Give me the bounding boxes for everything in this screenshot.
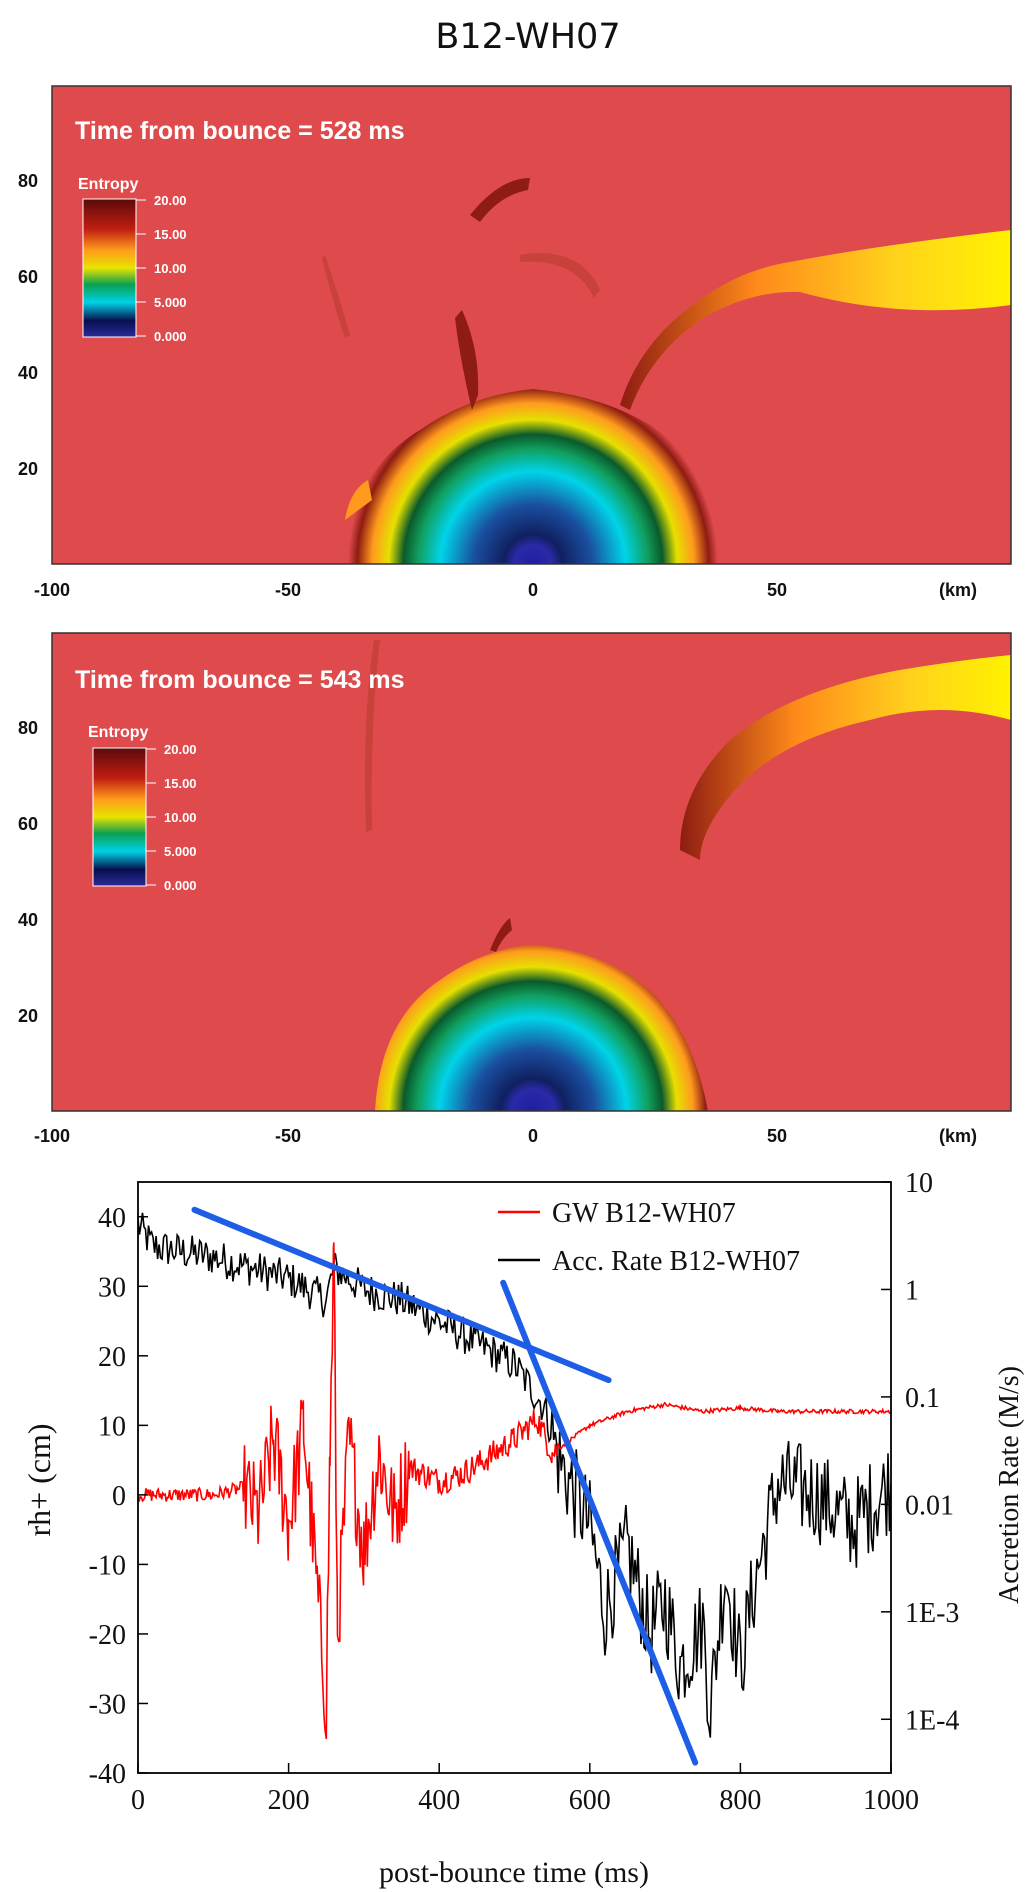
- chart-legend: GW B12-WH07 Acc. Rate B12-WH07: [498, 1198, 800, 1277]
- x-tick-label: -50: [275, 580, 301, 600]
- colorbar-tick: 20.00: [154, 193, 187, 208]
- x-tick-label: -100: [34, 580, 70, 600]
- colorbar-scale: [82, 198, 137, 338]
- fit-line: [191, 1206, 612, 1384]
- panel-frame: [51, 632, 1012, 1112]
- colorbar-tick: 0.000: [154, 329, 187, 344]
- colorbar-tick: 5.000: [154, 295, 187, 310]
- core-region: [375, 945, 708, 1111]
- colorbar-tick: 10.00: [154, 261, 187, 276]
- filament: [365, 640, 380, 832]
- figure-title: B12-WH07: [435, 17, 620, 57]
- x-tick-label: -100: [34, 1126, 70, 1146]
- core-edge-lobe: [345, 480, 372, 520]
- colorbar-title: Entropy: [78, 176, 139, 193]
- colorbar-tick: 15.00: [164, 776, 197, 791]
- series-line-gw: [138, 1242, 891, 1740]
- x-unit-label: (km): [939, 1126, 977, 1146]
- entropy-panel-528: Time from bounce = 528 ms Entropy 20.00 …: [18, 85, 1012, 600]
- y-tick-label-left: -30: [89, 1689, 126, 1720]
- colorbar-tick: 10.00: [164, 810, 197, 825]
- y-tick-label: 20: [18, 1006, 38, 1026]
- y-tick-label: 40: [18, 910, 38, 930]
- y-tick-label-right: 1E-3: [905, 1598, 959, 1629]
- y-tick-label: 80: [18, 718, 38, 738]
- colorbar-tick: 5.000: [164, 844, 197, 859]
- y-tick-label-right: 0.1: [905, 1383, 940, 1414]
- x-tick-label: -50: [275, 1126, 301, 1146]
- y-tick-label-left: 40: [98, 1203, 126, 1234]
- y-tick-label: 80: [18, 171, 38, 191]
- y-tick-label-left: 20: [98, 1342, 126, 1373]
- y-tick-label: 60: [18, 267, 38, 287]
- filament-arc: [520, 253, 600, 298]
- x-tick-label: 50: [767, 1126, 787, 1146]
- entropy-panel-543: Time from bounce = 543 ms Entropy 20.00 …: [18, 632, 1012, 1146]
- time-label: Time from bounce = 528 ms: [75, 117, 405, 145]
- x-tick-label: 1000: [863, 1785, 919, 1816]
- colorbar: Entropy 20.00 15.00 10.00 5.000 0.000: [78, 176, 187, 344]
- y-tick-label-right: 10: [905, 1168, 933, 1199]
- core-region: [345, 389, 722, 564]
- series-line-accretion-rate: [138, 1212, 891, 1738]
- panel-frame: [51, 85, 1012, 565]
- y-tick-label: 60: [18, 814, 38, 834]
- filament-arc: [470, 178, 530, 222]
- x-tick-label: 50: [767, 580, 787, 600]
- colorbar-tick: 20.00: [164, 742, 197, 757]
- colorbar-scale: [92, 747, 147, 887]
- y-tick-label-left: -40: [89, 1759, 126, 1790]
- legend-label-acc: Acc. Rate B12-WH07: [552, 1246, 800, 1277]
- y-tick-label-right: 1: [905, 1275, 919, 1306]
- colorbar-title: Entropy: [88, 724, 149, 741]
- colorbar-tick: 0.000: [164, 878, 197, 893]
- colorbar-tick: 15.00: [154, 227, 187, 242]
- chart-frame: [137, 1181, 892, 1774]
- fit-line: [500, 1279, 699, 1766]
- x-tick-label: 800: [719, 1785, 761, 1816]
- entropy-plume: [620, 230, 1011, 410]
- x-axis-title: post-bounce time (ms): [379, 1856, 649, 1889]
- y-tick-label-right: 0.01: [905, 1490, 954, 1521]
- x-tick-label: 600: [569, 1785, 611, 1816]
- filament: [455, 310, 479, 410]
- y-tick-label-left: 10: [98, 1411, 126, 1442]
- x-unit-label: (km): [939, 580, 977, 600]
- colorbar: Entropy 20.00 15.00 10.00 5.000 0.000: [88, 724, 197, 893]
- x-tick-label: 400: [418, 1785, 460, 1816]
- chart-plot-area: [138, 1182, 891, 1773]
- gw-accretion-chart: 0 200 400 600 800 1000403020100-10-20-30-4010…: [21, 1168, 1025, 1889]
- x-tick-label: 0: [131, 1785, 145, 1816]
- x-tick-label: 200: [268, 1785, 310, 1816]
- y-tick-label-left: 0: [112, 1481, 126, 1512]
- y-tick-label: 40: [18, 363, 38, 383]
- x-tick-label: 0: [528, 580, 538, 600]
- y-tick-label-left: 30: [98, 1272, 126, 1303]
- filament: [322, 255, 350, 338]
- y-axis-title-right: Accretion Rate (M/s): [994, 1366, 1025, 1604]
- time-label: Time from bounce = 543 ms: [75, 666, 405, 694]
- legend-label-gw: GW B12-WH07: [552, 1198, 736, 1229]
- filament: [490, 918, 512, 952]
- y-axis-title-left: rh+ (cm): [21, 1423, 57, 1536]
- y-tick-label-left: -10: [89, 1550, 126, 1581]
- y-tick-label-left: -20: [89, 1620, 126, 1651]
- y-tick-label-right: 1E-4: [905, 1705, 959, 1736]
- x-tick-label: 0: [528, 1126, 538, 1146]
- y-tick-label: 20: [18, 459, 38, 479]
- entropy-plume: [680, 655, 1011, 860]
